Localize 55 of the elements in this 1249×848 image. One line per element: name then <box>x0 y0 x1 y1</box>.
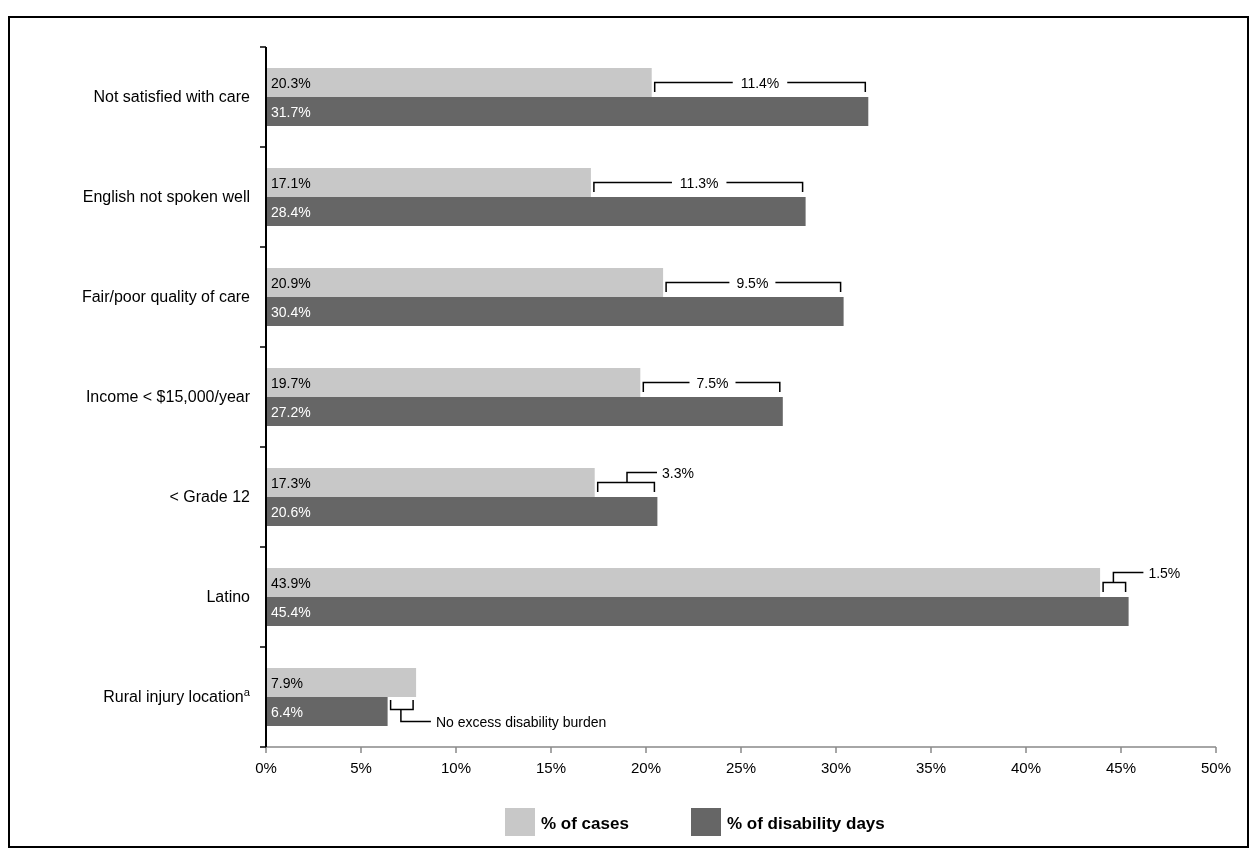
data-label: 28.4% <box>271 203 311 220</box>
x-tick-label: 50% <box>1200 759 1232 776</box>
bar <box>266 668 417 697</box>
bar <box>266 697 388 726</box>
legend-label: % of cases <box>541 814 629 833</box>
x-tick-label: 15% <box>535 759 567 776</box>
x-tick-label: 10% <box>440 759 472 776</box>
y-tick-label: English not spoken well <box>82 188 250 205</box>
y-tick-label: Not satisfied with care <box>93 88 251 105</box>
data-label: 6.4% <box>271 703 303 720</box>
bar <box>266 568 1101 597</box>
bar <box>266 168 591 197</box>
bar <box>266 297 844 326</box>
annotation: 3.3% <box>662 464 694 481</box>
bar <box>266 268 664 297</box>
bar <box>266 368 641 397</box>
bar <box>266 68 652 97</box>
data-label: 30.4% <box>271 303 311 320</box>
x-tick-label: 40% <box>1010 759 1042 776</box>
data-label: 7.9% <box>271 674 303 691</box>
annotation: 7.5% <box>696 374 729 391</box>
x-tick-label: 35% <box>915 759 947 776</box>
x-tick-label: 25% <box>725 759 757 776</box>
bar <box>266 468 595 497</box>
annotation: 9.5% <box>736 274 769 291</box>
annotation: 11.4% <box>740 74 780 91</box>
data-label: 20.6% <box>271 503 311 520</box>
y-tick-label: Latino <box>206 588 251 605</box>
x-tick-label: 30% <box>820 759 852 776</box>
data-label: 20.9% <box>271 274 311 291</box>
data-label: 17.3% <box>271 474 311 491</box>
data-label: 20.3% <box>271 74 311 91</box>
legend-label: % of disability days <box>727 814 885 833</box>
y-tick-label: Rural injury location$^{a}$ <box>103 686 251 705</box>
data-label: 17.1% <box>271 174 311 191</box>
x-tick-label: 5% <box>350 759 372 776</box>
annotation: 1.5% <box>1148 564 1181 581</box>
annotation: 11.3% <box>679 174 719 191</box>
data-label: 27.2% <box>271 403 311 420</box>
data-label: 19.7% <box>271 374 311 391</box>
y-tick-label: Fair/poor quality of care <box>81 288 251 305</box>
bar <box>266 597 1129 626</box>
data-label: 43.9% <box>271 574 311 591</box>
x-tick-label: 0% <box>255 759 277 776</box>
x-tick-label: 45% <box>1105 759 1137 776</box>
bar <box>266 497 658 526</box>
y-tick-label: < Grade 12 <box>169 488 251 505</box>
bar <box>266 97 869 126</box>
x-tick-label: 20% <box>630 759 662 776</box>
bar <box>266 397 783 426</box>
data-label: 31.7% <box>271 103 311 120</box>
y-tick-label: Income < $15,000/year <box>85 388 251 405</box>
annotation: No excess disability burden <box>435 713 607 730</box>
data-label: 45.4% <box>271 603 311 620</box>
bar <box>266 197 806 226</box>
